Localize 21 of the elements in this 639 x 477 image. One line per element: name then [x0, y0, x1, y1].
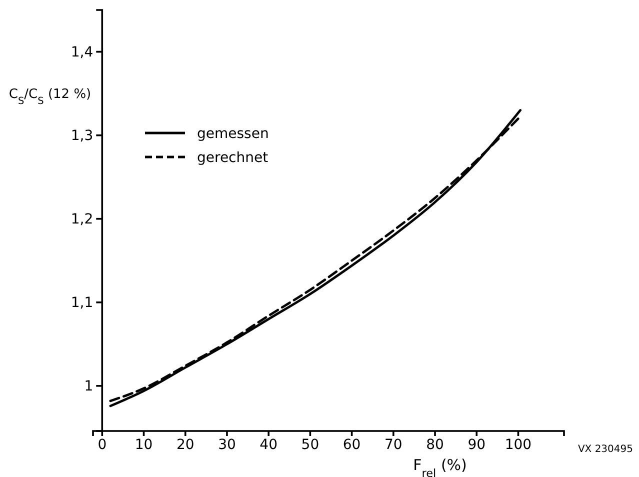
x-axis-title: F$_{rel}$ (%)	[413, 456, 467, 477]
legend-label: gerechnet	[197, 150, 269, 166]
x-tick-label: 0	[98, 436, 107, 453]
x-tick-label: 40	[260, 436, 278, 453]
x-tick-label: 30	[218, 436, 236, 453]
x-tick-label: 90	[468, 436, 486, 453]
x-tick-label: 20	[176, 436, 194, 453]
y-tick-label: 1	[84, 378, 94, 394]
y-tick-label: 1,1	[70, 294, 94, 311]
x-tick-label: 100	[504, 436, 532, 453]
x-tick-label: 60	[342, 436, 361, 453]
x-tick-label: 50	[301, 436, 320, 453]
x-tick-label: 80	[426, 436, 444, 453]
x-tick-label: 10	[134, 436, 153, 453]
legend-label: gemessen	[197, 126, 269, 142]
y-tick-label: 1,2	[70, 211, 94, 228]
x-tick-label: 70	[384, 436, 402, 453]
y-tick-label: 1,4	[70, 44, 94, 60]
text: VX 230495	[578, 444, 633, 455]
y-axis-title: C$_{S}$/C$_{S}$ (12 %)	[8, 87, 92, 106]
y-tick-label: 1,3	[70, 128, 94, 144]
